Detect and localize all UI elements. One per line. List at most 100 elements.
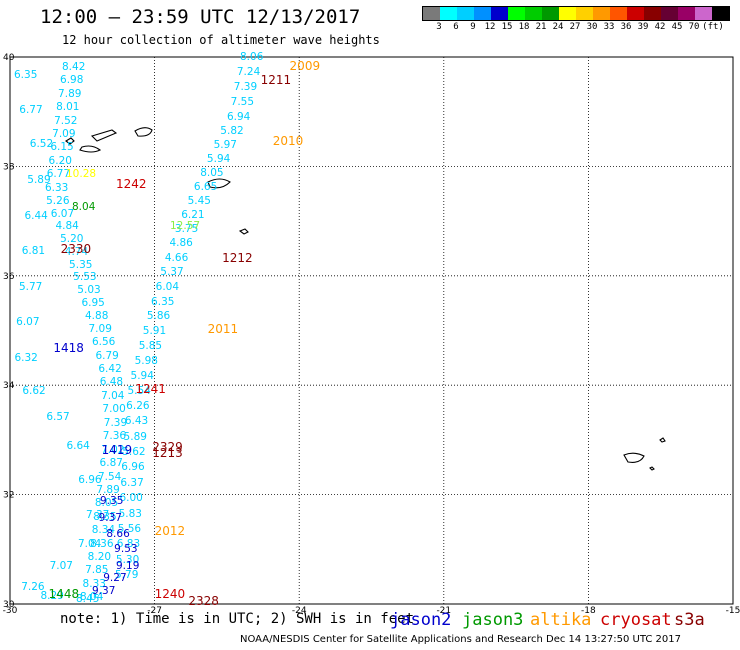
wave-height-value: 7.00 bbox=[102, 403, 126, 416]
island-coastlines bbox=[65, 127, 666, 471]
wave-height-value: 6.35 bbox=[14, 69, 38, 81]
wave-height-value: 4.66 bbox=[164, 251, 189, 264]
wave-height-value: 4.86 bbox=[169, 236, 193, 249]
island-outline bbox=[649, 466, 655, 471]
wave-height-value: 7.24 bbox=[236, 66, 261, 79]
wave-height-value: 5.97 bbox=[213, 138, 237, 151]
satellite-legend-jason3: jason3 bbox=[462, 610, 524, 630]
wave-height-value: 7.02 bbox=[101, 443, 125, 456]
colorbar-label: 42 bbox=[654, 22, 666, 32]
wave-height-value: 4.88 bbox=[85, 310, 109, 323]
lon-label: -27 bbox=[147, 606, 162, 616]
wave-height-value: 8.06 bbox=[240, 51, 264, 63]
colorbar-label: 12 bbox=[484, 22, 496, 32]
wave-height-value: 8.29 bbox=[40, 589, 64, 602]
wave-height-value: 6.96 bbox=[121, 461, 145, 474]
map-gridlines bbox=[9, 56, 734, 605]
wave-height-value: 8.34 bbox=[91, 524, 116, 537]
colorbar-label: 45 bbox=[671, 22, 683, 32]
wave-height-value: 5.89 bbox=[123, 430, 147, 443]
wave-height-value: 5.56 bbox=[117, 522, 142, 535]
wave-height-value: 5.79 bbox=[115, 569, 139, 581]
wave-height-value: 5.86 bbox=[146, 310, 171, 323]
wave-height-value: 7.07 bbox=[49, 559, 73, 572]
wave-height-value: 12.57 bbox=[170, 220, 201, 232]
wave-height-value: 7.39 bbox=[233, 81, 258, 94]
wave-height-value: 5.35 bbox=[69, 258, 93, 271]
colorbar-label: 70 bbox=[688, 22, 700, 32]
colorbar-swatch bbox=[474, 7, 491, 20]
wave-height-value: 5.89 bbox=[27, 173, 51, 186]
wave-height-value: 6.83 bbox=[116, 538, 141, 551]
colorbar-swatch bbox=[695, 7, 712, 20]
wave-height-value: 5.94 bbox=[130, 369, 154, 382]
pass-time-label: 1240 bbox=[154, 587, 186, 602]
colorbar-swatch bbox=[661, 7, 678, 20]
wave-height-value: 5.54 bbox=[127, 384, 151, 397]
pass-time-label: 1241 bbox=[135, 381, 166, 396]
wave-height-value: 6.32 bbox=[14, 351, 38, 364]
wave-height-value: 6.77 bbox=[46, 168, 71, 181]
pass-time-label: 2328 bbox=[188, 594, 219, 609]
wave-height-value: 6.94 bbox=[226, 111, 251, 124]
colorbar-label: 21 bbox=[535, 22, 547, 32]
wave-height-value: 7.37 bbox=[85, 508, 110, 521]
wave-height-value: 5.91 bbox=[142, 325, 167, 338]
lat-label: 38 bbox=[3, 162, 15, 172]
pass-time-label: 1211 bbox=[260, 72, 292, 87]
island-outline bbox=[65, 137, 75, 145]
island-outline bbox=[79, 145, 102, 153]
pass-time-label: 1213 bbox=[152, 446, 183, 461]
wave-height-value: 7.04 bbox=[77, 538, 102, 551]
island-outline bbox=[623, 452, 645, 463]
wave-height-value: 5.77 bbox=[18, 280, 43, 293]
lon-label: -21 bbox=[436, 606, 451, 616]
wave-height-colorbar bbox=[422, 6, 730, 21]
colorbar-swatch bbox=[627, 7, 644, 20]
wave-height-value: 7.36 bbox=[102, 430, 127, 443]
credit-line: NOAA/NESDIS Center for Satellite Applica… bbox=[240, 634, 682, 645]
wave-height-value: 6.48 bbox=[99, 376, 124, 389]
wave-height-value: 7.54 bbox=[97, 470, 122, 483]
lon-label: -24 bbox=[292, 606, 307, 616]
wave-height-value: 4.74 bbox=[64, 245, 89, 258]
wave-height-value: 6.79 bbox=[95, 349, 119, 362]
colorbar-swatch bbox=[593, 7, 610, 20]
wave-height-value: 6.33 bbox=[44, 181, 69, 194]
colorbar-label: 6 bbox=[453, 22, 459, 32]
wave-height-value: 9.35 bbox=[100, 495, 124, 507]
pass-time-label: 1419 bbox=[101, 442, 133, 457]
wave-height-value: 6.87 bbox=[99, 457, 123, 470]
pass-time-label: 1448 bbox=[48, 587, 80, 602]
pass-time-label: 2011 bbox=[207, 321, 239, 336]
lat-label: 32 bbox=[3, 491, 14, 501]
colorbar-swatch bbox=[559, 7, 576, 20]
colorbar-label: 18 bbox=[518, 22, 530, 32]
colorbar-label: 36 bbox=[620, 22, 632, 32]
pass-time-label: 2330 bbox=[60, 242, 92, 257]
wave-height-value: 6.07 bbox=[16, 316, 40, 329]
pass-time-label: 2009 bbox=[289, 59, 321, 74]
lon-label: -15 bbox=[726, 606, 740, 616]
wave-height-value: 6.98 bbox=[60, 74, 84, 87]
pass-time-label: 1242 bbox=[116, 176, 147, 191]
lon-label: -18 bbox=[581, 606, 596, 616]
colorbar-swatch bbox=[678, 7, 695, 20]
lat-label: 40 bbox=[3, 53, 15, 63]
wave-height-value: 6.77 bbox=[19, 104, 43, 117]
longitude-labels: -30 -27 -24 -21 -18 -15 bbox=[3, 606, 740, 616]
lat-label: 36 bbox=[3, 272, 15, 282]
pass-time-label: 1212 bbox=[222, 250, 253, 265]
wave-height-value: 7.85 bbox=[85, 564, 109, 577]
wave-height-value: 6.43 bbox=[124, 415, 149, 428]
colorbar-swatch bbox=[644, 7, 661, 20]
wave-height-value: 5.26 bbox=[46, 194, 70, 207]
wave-height-value: 8.36 bbox=[90, 537, 114, 550]
wave-height-value: 9.37 bbox=[98, 512, 122, 525]
wave-height-value: 8.01 bbox=[56, 101, 80, 114]
wave-height-value: 6.57 bbox=[46, 410, 70, 423]
wave-height-value: 5.03 bbox=[77, 284, 101, 297]
wave-height-value: 5.20 bbox=[60, 232, 84, 245]
wave-height-value: 8.66 bbox=[106, 527, 130, 540]
wave-height-value: 9.27 bbox=[103, 571, 127, 584]
